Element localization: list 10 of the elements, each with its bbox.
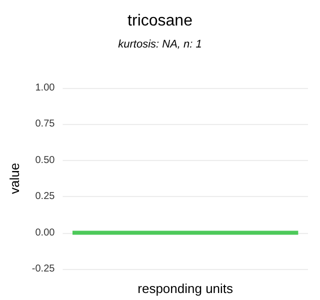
y-tick-label: 0.25 [35,191,56,202]
y-tick-label: 1.00 [35,82,56,94]
chart-title: tricosane [128,12,193,30]
x-axis-title: responding units [138,281,234,296]
y-tick-label: 0.50 [35,154,56,166]
y-tick-label: -0.25 [32,264,56,274]
y-tick-label: 0.00 [35,227,56,238]
y-tick-label: 0.75 [35,118,56,130]
y-axis-title: value [7,162,22,194]
chart-subtitle: kurtosis: NA, n: 1 [118,38,202,50]
